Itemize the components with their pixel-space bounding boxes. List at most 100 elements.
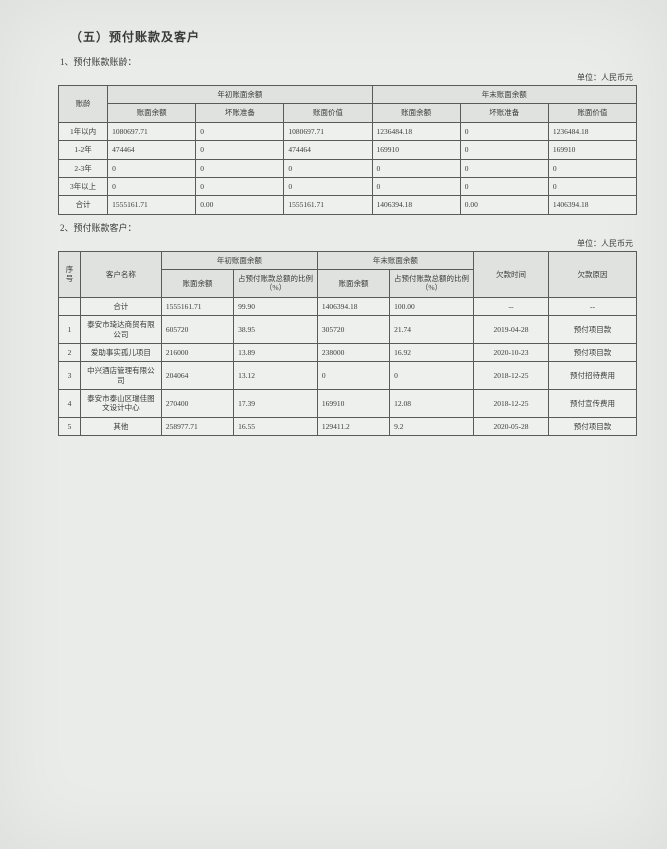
cell: 169910: [548, 141, 636, 159]
col-percentage: 占预付账款总额的比例（%）: [390, 270, 474, 298]
cell: 预付招待费用: [549, 362, 637, 390]
cell: 预付项目款: [549, 417, 637, 435]
cell: 0: [317, 362, 389, 390]
cell: 0: [460, 122, 548, 140]
cell: 1236484.18: [548, 122, 636, 140]
col-bad-debt: 坏账准备: [196, 104, 284, 122]
cell: 2020-10-23: [473, 343, 548, 361]
cell: 预付项目款: [549, 316, 637, 344]
cell: 1: [59, 316, 81, 344]
section-title: （五）预付账款及客户: [70, 28, 637, 45]
table-row: 5其他258977.7116.55129411.29.22020-05-28预付…: [59, 417, 637, 435]
cell: 1-2年: [59, 141, 108, 159]
aging-table-body: 1年以内1080697.7101080697.711236484.1801236…: [59, 122, 637, 214]
table-row: 2-3年000000: [59, 159, 637, 177]
cell: 169910: [317, 390, 389, 418]
table-row: 合计1555161.710.001555161.711406394.180.00…: [59, 196, 637, 214]
cell: 0: [372, 177, 460, 195]
cell: 1406394.18: [317, 297, 389, 315]
cell: 0: [108, 159, 196, 177]
cell: 605720: [161, 316, 233, 344]
cell: 0.00: [196, 196, 284, 214]
cell: 0: [390, 362, 474, 390]
col-customer-name: 客户名称: [80, 251, 161, 297]
aging-table: 账龄 年初账面余额 年末账面余额 账面余额 坏账准备 账面价值 账面余额 坏账准…: [58, 85, 637, 215]
col-arrears-date: 欠款时间: [473, 251, 548, 297]
cell: 1236484.18: [372, 122, 460, 140]
cell: 0: [548, 159, 636, 177]
cell: 0: [284, 159, 372, 177]
cell: 0: [196, 177, 284, 195]
cell: 其他: [80, 417, 161, 435]
cell: 13.89: [234, 343, 318, 361]
cell: 474464: [284, 141, 372, 159]
cell: 泰安市泰山区瑞佳图文设计中心: [80, 390, 161, 418]
cell: 0: [108, 177, 196, 195]
cell: 0: [372, 159, 460, 177]
cell: 0: [196, 141, 284, 159]
unit-label-1: 单位：人民币元: [58, 72, 633, 83]
subsection-2-label: 2、预付账款客户：: [60, 221, 637, 234]
cell: 0: [460, 177, 548, 195]
cell: 爱助事实孤儿项目: [80, 343, 161, 361]
cell: 2019-04-28: [473, 316, 548, 344]
document-page: （五）预付账款及客户 1、预付账款账龄： 单位：人民币元 账龄 年初账面余额 年…: [0, 0, 667, 849]
cell: 预付项目款: [549, 343, 637, 361]
col-book-balance: 账面余额: [317, 270, 389, 298]
col-percentage: 占预付账款总额的比例（%）: [234, 270, 318, 298]
cell: 1080697.71: [284, 122, 372, 140]
cell: 合计: [80, 297, 161, 315]
table-row: 4泰安市泰山区瑞佳图文设计中心27040017.3916991012.08201…: [59, 390, 637, 418]
cell: 0.00: [460, 196, 548, 214]
cell: 238000: [317, 343, 389, 361]
col-book-balance: 账面余额: [108, 104, 196, 122]
cell: 0: [196, 122, 284, 140]
col-book-value: 账面价值: [548, 104, 636, 122]
cell: 129411.2: [317, 417, 389, 435]
unit-label-2: 单位：人民币元: [58, 238, 633, 249]
cell: 17.39: [234, 390, 318, 418]
cell: 3: [59, 362, 81, 390]
col-ending-balance: 年末账面余额: [317, 251, 473, 269]
customer-table-head: 序号 客户名称 年初账面余额 年末账面余额 欠款时间 欠款原因 账面余额 占预付…: [59, 251, 637, 297]
cell: 1406394.18: [548, 196, 636, 214]
col-beginning-balance: 年初账面余额: [108, 86, 372, 104]
cell: 38.95: [234, 316, 318, 344]
cell: 2020-05-28: [473, 417, 548, 435]
table-row: 1泰安市琦达商贸有限公司60572038.9530572021.742019-0…: [59, 316, 637, 344]
col-seq: 序号: [59, 251, 81, 297]
col-arrears-reason: 欠款原因: [549, 251, 637, 297]
col-age: 账龄: [59, 86, 108, 123]
cell: 5: [59, 417, 81, 435]
col-bad-debt: 坏账准备: [460, 104, 548, 122]
cell: --: [549, 297, 637, 315]
cell: 0: [548, 177, 636, 195]
cell: 0: [460, 159, 548, 177]
customer-table-body: 合计1555161.7199.901406394.18100.00----1泰安…: [59, 297, 637, 435]
cell: 0: [460, 141, 548, 159]
col-book-value: 账面价值: [284, 104, 372, 122]
cell: 474464: [108, 141, 196, 159]
cell: 270400: [161, 390, 233, 418]
cell: 216000: [161, 343, 233, 361]
cell: 0: [284, 177, 372, 195]
aging-table-head: 账龄 年初账面余额 年末账面余额 账面余额 坏账准备 账面价值 账面余额 坏账准…: [59, 86, 637, 123]
table-row: 2爱助事实孤儿项目21600013.8923800016.922020-10-2…: [59, 343, 637, 361]
cell: 0: [196, 159, 284, 177]
cell: 2-3年: [59, 159, 108, 177]
cell: 1080697.71: [108, 122, 196, 140]
content-area: （五）预付账款及客户 1、预付账款账龄： 单位：人民币元 账龄 年初账面余额 年…: [0, 0, 667, 436]
cell: 16.55: [234, 417, 318, 435]
table-row: 1-2年47446404744641699100169910: [59, 141, 637, 159]
col-book-balance: 账面余额: [372, 104, 460, 122]
cell: 合计: [59, 196, 108, 214]
col-ending-balance: 年末账面余额: [372, 86, 636, 104]
cell: 9.2: [390, 417, 474, 435]
cell: 2018-12-25: [473, 390, 548, 418]
cell: 泰安市琦达商贸有限公司: [80, 316, 161, 344]
cell: 2018-12-25: [473, 362, 548, 390]
cell: 1555161.71: [108, 196, 196, 214]
cell: 100.00: [390, 297, 474, 315]
cell: 预付宣传费用: [549, 390, 637, 418]
cell: 16.92: [390, 343, 474, 361]
